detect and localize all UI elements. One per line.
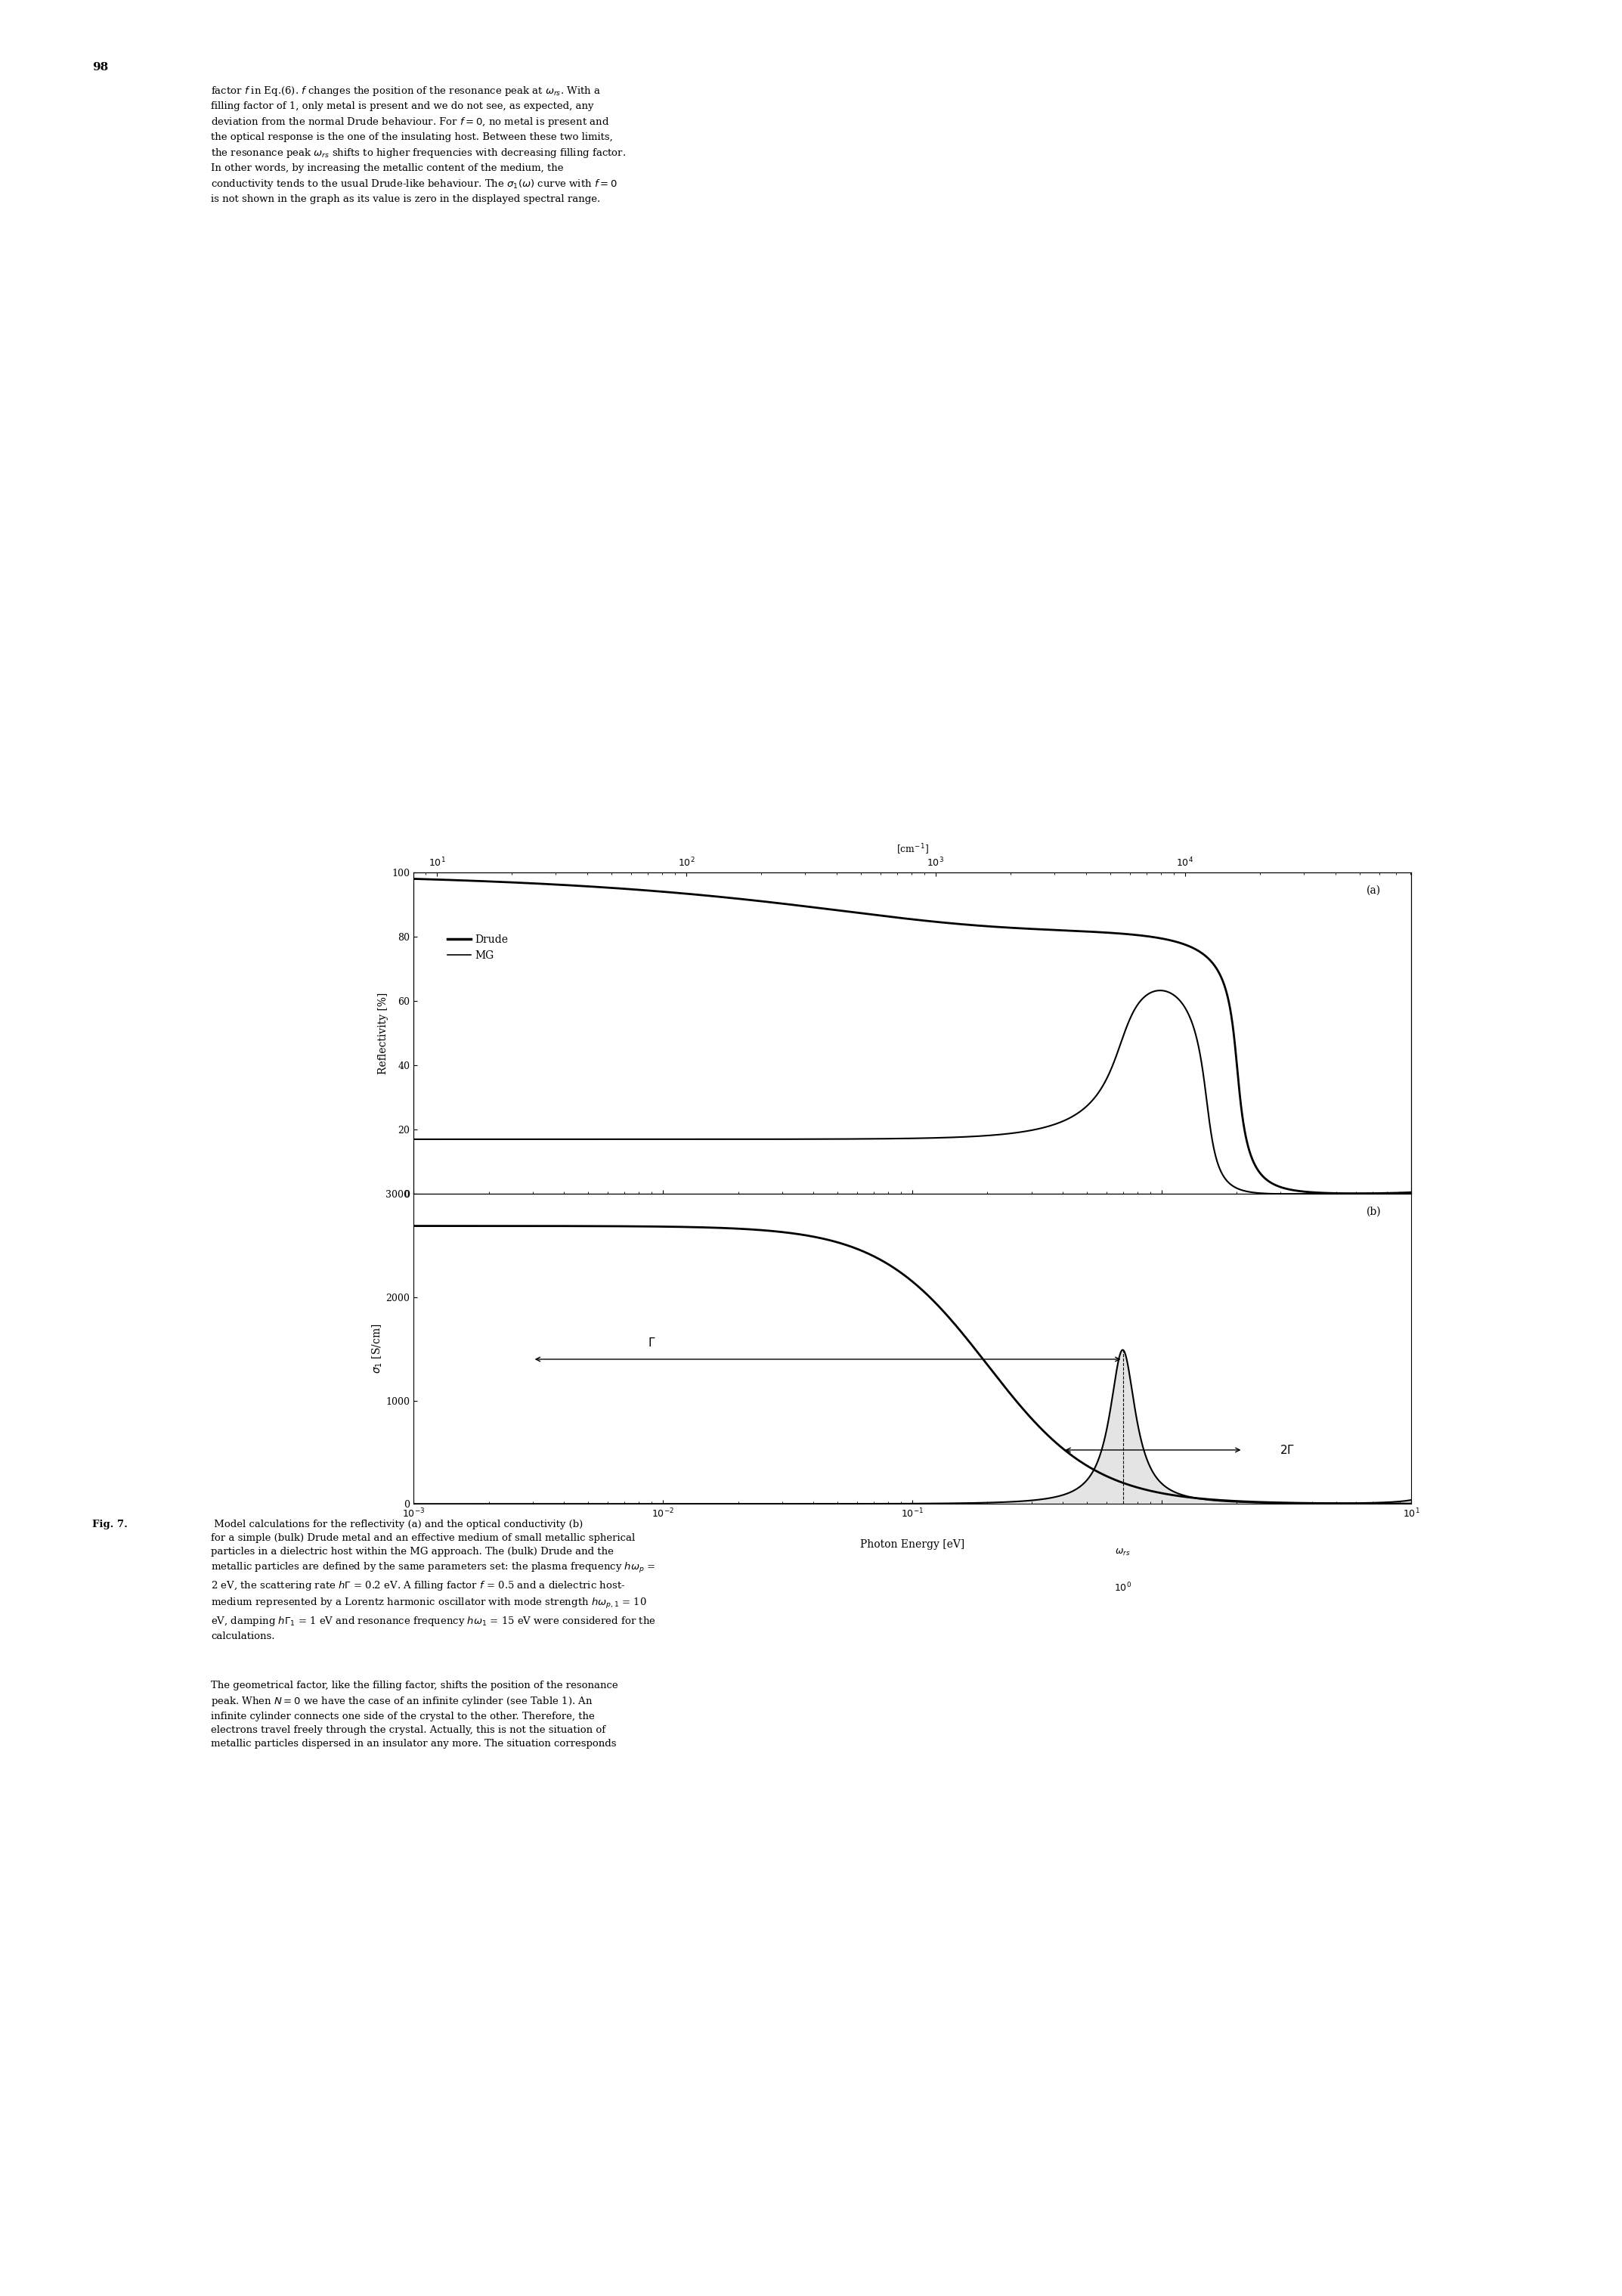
MG: [1150, 976, 1169, 1003]
MG: [785, 1125, 805, 1153]
MG: [586, 1125, 605, 1153]
X-axis label: [cm$^{-1}$]: [cm$^{-1}$]: [897, 843, 928, 856]
Y-axis label: Reflectivity [%]: Reflectivity [%]: [378, 992, 389, 1075]
MG: [1002, 1120, 1022, 1148]
Text: factor $f$ in Eq.(6). $f$ changes the position of the resonance peak at $\omega_: factor $f$ in Eq.(6). $f$ changes the po…: [211, 85, 626, 204]
Text: $10^0$: $10^0$: [1114, 1582, 1132, 1593]
Drude: [1401, 1180, 1421, 1208]
MG: [404, 1125, 423, 1153]
Drude: [1148, 923, 1168, 951]
MG: [1401, 1178, 1421, 1205]
Legend: Drude, MG: Drude, MG: [443, 930, 513, 964]
Drude: [1002, 914, 1022, 941]
MG: [1053, 1107, 1072, 1134]
Text: $2\Gamma$: $2\Gamma$: [1280, 1444, 1294, 1456]
Drude: [404, 866, 423, 893]
Text: 98: 98: [92, 62, 109, 73]
Drude: [586, 872, 605, 900]
Line: MG: MG: [414, 990, 1411, 1194]
MG: [1225, 1173, 1244, 1201]
Line: Drude: Drude: [414, 879, 1411, 1194]
Drude: [785, 891, 805, 918]
X-axis label: Photon Energy [eV]: Photon Energy [eV]: [860, 1538, 965, 1550]
Text: Fig. 7.: Fig. 7.: [92, 1520, 128, 1529]
Drude: [1053, 916, 1072, 944]
MG: [1280, 1180, 1299, 1208]
Text: $\omega_{rs}$: $\omega_{rs}$: [1114, 1548, 1131, 1557]
Text: (b): (b): [1366, 1205, 1382, 1217]
Text: The geometrical factor, like the filling factor, shifts the position of the reso: The geometrical factor, like the filling…: [211, 1681, 618, 1750]
Drude: [1225, 1019, 1244, 1047]
Text: Model calculations for the reflectivity (a) and the optical conductivity (b)
for: Model calculations for the reflectivity …: [211, 1520, 655, 1642]
Text: $\Gamma$: $\Gamma$: [647, 1336, 655, 1350]
Y-axis label: $\sigma_1$ [S/cm]: $\sigma_1$ [S/cm]: [370, 1325, 384, 1373]
Text: (a): (a): [1367, 886, 1382, 895]
MG: [1148, 976, 1168, 1003]
